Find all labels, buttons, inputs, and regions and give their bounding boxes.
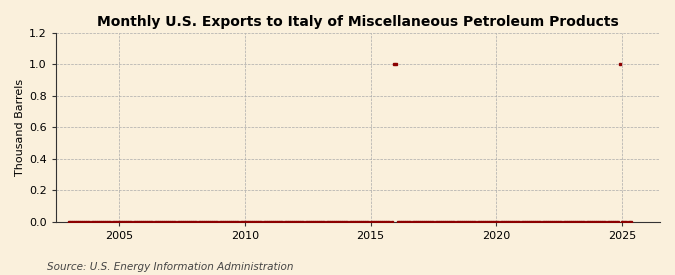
Title: Monthly U.S. Exports to Italy of Miscellaneous Petroleum Products: Monthly U.S. Exports to Italy of Miscell…	[97, 15, 619, 29]
Text: Source: U.S. Energy Information Administration: Source: U.S. Energy Information Administ…	[47, 262, 294, 272]
Y-axis label: Thousand Barrels: Thousand Barrels	[15, 79, 25, 176]
